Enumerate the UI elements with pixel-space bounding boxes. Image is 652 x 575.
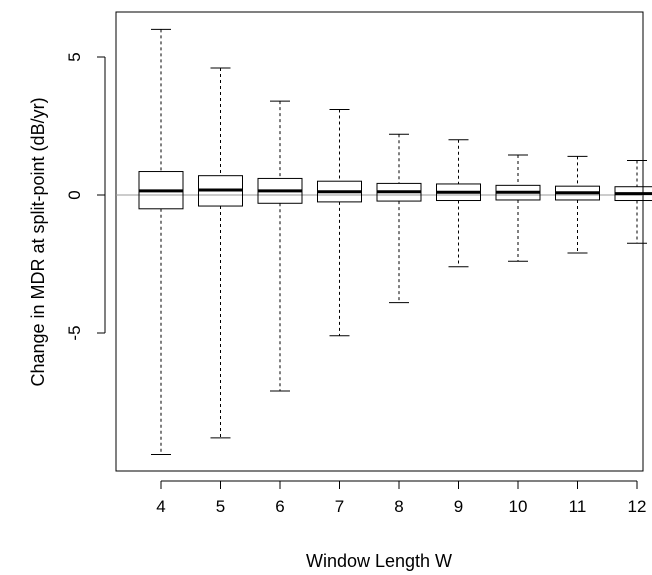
y-tick-label: 5 — [65, 52, 84, 61]
box-9 — [436, 139, 481, 268]
y-tick-label: 0 — [65, 190, 84, 199]
x-axis-title: Window Length W — [306, 551, 452, 571]
x-tick-label: 11 — [569, 497, 587, 516]
y-axis-title: Change in MDR at split-point (dB/yr) — [28, 97, 48, 386]
box-12 — [614, 160, 652, 244]
x-axis: 4 5 6 7 8 9 10 11 12 — [156, 480, 647, 516]
box-11 — [555, 155, 600, 254]
x-tick-label: 10 — [509, 497, 528, 516]
y-axis: -5 0 5 — [65, 52, 106, 341]
x-tick-label: 7 — [335, 497, 344, 516]
x-tick-label: 4 — [156, 497, 165, 516]
box-10 — [495, 154, 541, 262]
x-tick-label: 5 — [216, 497, 225, 516]
boxes-group — [138, 28, 652, 455]
x-tick-label: 6 — [275, 497, 284, 516]
x-tick-label: 12 — [628, 497, 647, 516]
y-tick-label: -5 — [65, 325, 84, 340]
box-5 — [198, 67, 243, 439]
x-tick-label: 9 — [454, 497, 463, 516]
box-7 — [317, 108, 362, 337]
x-tick-label: 8 — [394, 497, 403, 516]
box-4 — [138, 28, 184, 455]
plot-frame — [115, 11, 644, 472]
box-6 — [257, 100, 303, 392]
box-8 — [376, 133, 422, 304]
